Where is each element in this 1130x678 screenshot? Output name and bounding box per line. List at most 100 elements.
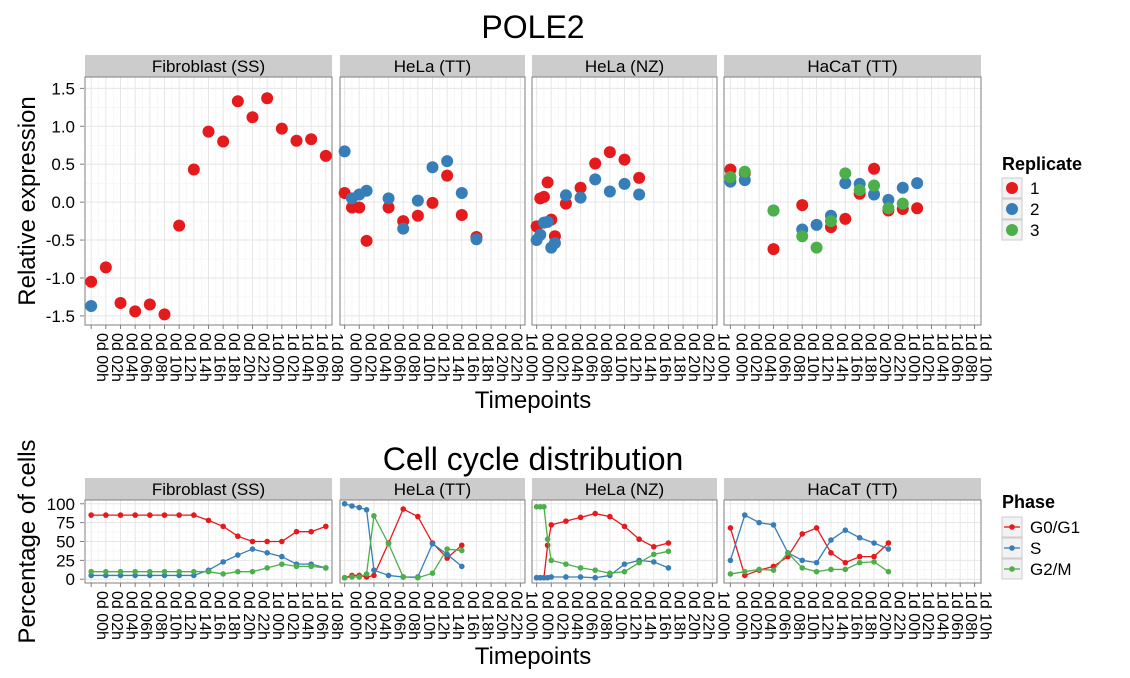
x-tick-label: 0d 12h [181,333,198,382]
data-point [103,512,109,518]
data-point [592,567,599,573]
data-point [842,527,849,533]
data-point [279,561,285,567]
data-point-replicate-1 [455,209,468,222]
data-point [249,538,256,545]
x-tick-label: 1d 04h [298,333,315,382]
x-tick-label: 0d 12h [435,333,452,382]
data-point [363,571,370,577]
y-tick-label: 25 [56,551,75,570]
x-tick-label: 0d 06h [137,333,154,382]
data-point-replicate-2 [338,145,351,158]
data-point [176,512,182,518]
x-tick-label: 0d 20h [493,333,510,382]
data-point [349,503,355,509]
legend-entry-label: 2 [1030,200,1039,219]
x-tick-label: 0d 10h [612,591,629,640]
data-point-replicate-1 [426,196,439,209]
panel-border [723,76,982,326]
x-tick-label: 0d 10h [167,333,184,382]
data-point-replicate-2 [455,187,468,200]
data-point [264,565,270,571]
y-tick-label: 0.0 [51,193,75,212]
facet-strip-label: HeLa (NZ) [585,480,664,499]
data-point [147,568,153,575]
x-tick-label: 0d 00h [732,591,749,640]
data-point-replicate-2 [882,193,895,206]
x-tick-label: 0d 00h [347,333,364,382]
data-point [341,574,348,581]
data-point [770,567,777,573]
data-point [117,512,124,518]
x-tick-label: 1d 00h [269,333,286,382]
x-tick-label: 0d 04h [376,591,393,640]
data-point-replicate-1 [589,157,602,170]
data-point [385,572,392,579]
x-tick-label: 1d 00h [269,591,286,640]
data-point [741,568,748,575]
data-point [756,519,762,526]
data-point [799,557,806,564]
x-tick-label: 0d 14h [196,591,213,640]
y-tick-label: 75 [56,514,75,533]
data-point [356,504,363,511]
x-tick-label: 1d 00h [522,333,539,382]
x-tick-label: 0d 10h [420,591,437,640]
y-tick-label: -1.5 [46,307,75,326]
x-tick-label: 0d 14h [833,591,850,640]
x-tick-label: 0d 18h [478,591,495,640]
data-point-replicate-3 [853,184,866,197]
facet-strip [724,478,981,500]
x-tick-label: 1d 06h [313,591,330,640]
x-axis-label: Timepoints [475,387,591,414]
x-tick-label: 0d 08h [152,333,169,382]
data-point [279,538,285,545]
data-point [341,500,348,507]
data-point-replicate-2 [441,155,454,168]
data-point-replicate-2 [603,185,616,198]
x-tick-label: 0d 20h [240,333,257,382]
x-tick-label: 1d 00h [714,591,731,640]
x-tick-label: 0d 14h [196,333,213,382]
x-tick-label: 0d 16h [464,591,481,640]
data-point [621,568,628,575]
data-point [541,503,547,510]
x-tick-label: 0d 06h [776,591,793,640]
data-point [727,557,734,564]
x-tick-label: 1d 08h [328,591,345,640]
x-tick-label: 0d 02h [361,333,378,382]
x-tick-label: 1d 10h [977,333,994,382]
x-tick-label: 0d 08h [597,333,614,382]
data-point-replicate-3 [724,171,737,184]
data-point-replicate-2 [589,173,602,186]
x-tick-label: 0d 08h [405,591,422,640]
x-tick-label: 0d 22h [890,333,907,382]
data-point-replicate-1 [559,197,572,210]
legend-title: Phase [1002,492,1055,512]
facet-strip [85,478,332,500]
data-point [577,574,584,580]
legend-key-point [1009,545,1015,551]
data-point-replicate-1 [603,146,616,159]
data-point-replicate-1 [187,163,200,176]
x-tick-label: 0d 12h [435,591,452,640]
data-point-replicate-2 [574,191,587,204]
x-tick-label: 0d 22h [254,333,271,382]
x-tick-label: 0d 14h [641,591,658,640]
x-tick-label: 0d 04h [761,333,778,382]
legend-key-point [1006,224,1018,236]
data-point [842,566,849,573]
x-tick-label: 0d 18h [862,333,879,382]
facet-strip [85,55,332,77]
x-tick-label: 0d 22h [700,591,717,640]
data-point-replicate-2 [896,181,909,194]
data-point [220,571,226,577]
data-point [621,561,628,567]
data-point-replicate-3 [839,167,852,180]
data-point-replicate-2 [541,215,554,228]
x-tick-label: 0d 00h [539,333,556,382]
data-point-replicate-1 [99,261,112,274]
legend-entry-label: S [1030,539,1041,558]
